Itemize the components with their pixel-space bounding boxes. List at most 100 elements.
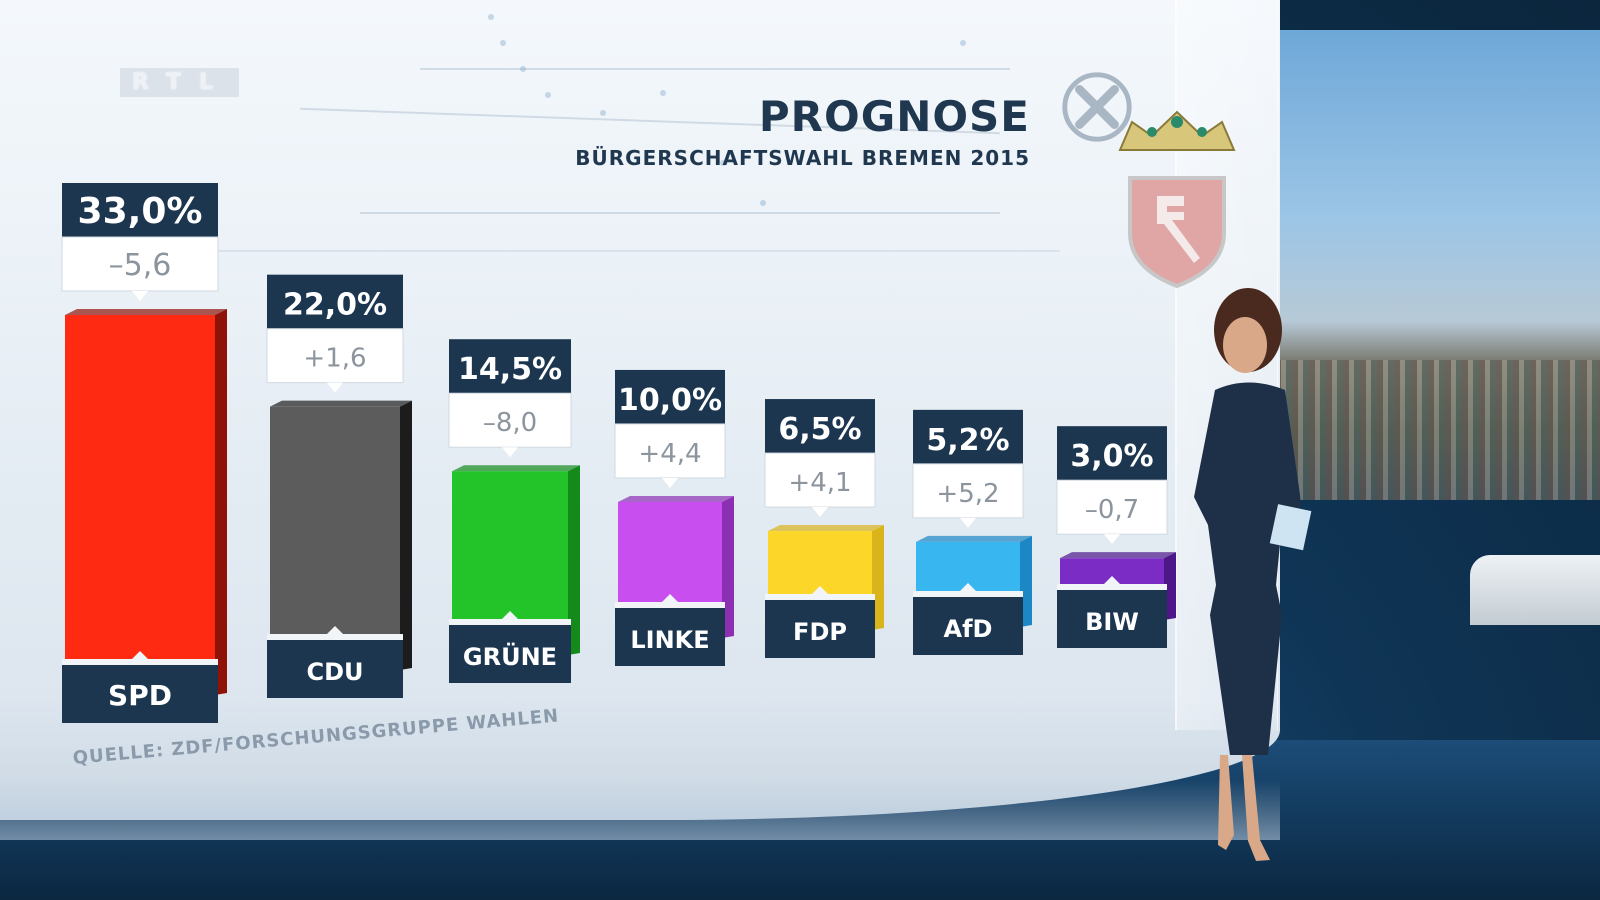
value-label-box: [765, 399, 875, 454]
deco-dot: [600, 110, 606, 116]
label-pointer: [662, 477, 678, 488]
value-label: 22,0%: [283, 288, 387, 323]
category-plate-edge: [449, 619, 571, 625]
category-plate-edge: [1057, 584, 1167, 590]
value-label-box: [1057, 426, 1167, 481]
studio-desk: [1470, 555, 1600, 625]
value-label: 5,2%: [926, 423, 1009, 458]
category-label: BIW: [1085, 608, 1139, 636]
plate-pointer: [812, 586, 828, 594]
bar-top: [618, 495, 734, 502]
plate-pointer: [1104, 576, 1120, 584]
value-label-box: [62, 183, 218, 237]
bar-top: [768, 525, 884, 532]
chart-title: PROGNOSE: [758, 92, 1030, 141]
bar-top: [452, 465, 580, 472]
plate-pointer: [132, 651, 148, 659]
label-pointer: [132, 291, 148, 301]
category-plate: [267, 640, 403, 698]
deco-dot: [720, 160, 726, 166]
category-plate: [913, 597, 1023, 655]
category-plate: [615, 608, 725, 666]
plate-pointer: [327, 626, 343, 634]
value-label-box: [913, 409, 1023, 464]
deco-dot: [960, 40, 966, 46]
value-label-box: [615, 369, 725, 424]
label-pointer: [502, 447, 518, 458]
chart-subtitle: BÜRGERSCHAFTSWAHL BREMEN 2015: [575, 146, 1030, 170]
bar-top: [270, 400, 412, 407]
change-label-box: [1056, 479, 1168, 535]
deco-dot: [500, 40, 506, 46]
change-label: –5,6: [109, 248, 172, 283]
presenter: [1194, 288, 1312, 861]
bar-side: [400, 400, 412, 670]
category-plate-edge: [615, 602, 725, 608]
category-plate: [62, 665, 218, 723]
deco-line: [360, 212, 1000, 214]
video-wall-edge: [0, 780, 1280, 840]
category-plate: [765, 600, 875, 658]
category-plate-edge: [62, 659, 218, 665]
deco-dot: [760, 200, 766, 206]
ballot-cross-icon: [1062, 72, 1132, 142]
plate-pointer: [662, 594, 678, 602]
bar-top: [65, 309, 227, 315]
change-label: +1,6: [303, 344, 366, 374]
change-label: +5,2: [936, 479, 999, 509]
category-label: SPD: [108, 679, 172, 712]
value-label: 10,0%: [618, 383, 722, 418]
plate-pointer: [960, 583, 976, 591]
category-plate: [1057, 590, 1167, 648]
bar-top: [916, 535, 1032, 542]
deco-dot: [520, 66, 526, 72]
category-plate-edge: [913, 591, 1023, 597]
bar: [65, 315, 215, 665]
category-label: AfD: [944, 615, 993, 643]
label-pointer: [812, 507, 828, 518]
bar: [452, 471, 568, 625]
category-plate: [449, 625, 571, 683]
city-skyline: [1275, 360, 1600, 500]
category-plate-edge: [267, 634, 403, 640]
value-label: 14,5%: [458, 352, 562, 387]
value-label-box: [267, 274, 403, 329]
change-label: –0,7: [1085, 495, 1139, 525]
deco-dot: [660, 90, 666, 96]
change-label: –8,0: [483, 408, 537, 438]
category-label: FDP: [793, 618, 847, 646]
bar-side: [568, 465, 580, 655]
deco-line: [420, 68, 1010, 70]
deco-line: [200, 250, 1060, 252]
change-label: +4,4: [638, 439, 701, 469]
deco-dot: [488, 14, 494, 20]
value-label: 3,0%: [1070, 439, 1153, 474]
value-label: 6,5%: [778, 412, 861, 447]
bar: [618, 501, 722, 608]
change-label-box: [614, 423, 726, 479]
category-plate-edge: [765, 594, 875, 600]
bar: [270, 406, 400, 640]
plate-pointer: [502, 611, 518, 619]
label-pointer: [1104, 534, 1120, 545]
change-label-box: [61, 236, 219, 292]
change-label: +4,1: [788, 468, 851, 498]
category-label: CDU: [306, 658, 363, 686]
category-label: GRÜNE: [463, 641, 557, 671]
change-label-box: [266, 328, 404, 384]
label-pointer: [327, 382, 343, 393]
value-label: 33,0%: [78, 191, 203, 232]
change-label-box: [764, 452, 876, 508]
city-backdrop: [1275, 30, 1600, 500]
change-label-box: [912, 463, 1024, 519]
channel-logo: RTL: [120, 68, 239, 97]
category-label: LINKE: [630, 626, 709, 654]
bremen-crest-icon: [1118, 110, 1236, 289]
value-label-box: [449, 339, 571, 394]
change-label-box: [448, 392, 572, 448]
deco-dot: [545, 92, 551, 98]
label-pointer: [960, 517, 976, 528]
bar-top: [1060, 552, 1176, 559]
